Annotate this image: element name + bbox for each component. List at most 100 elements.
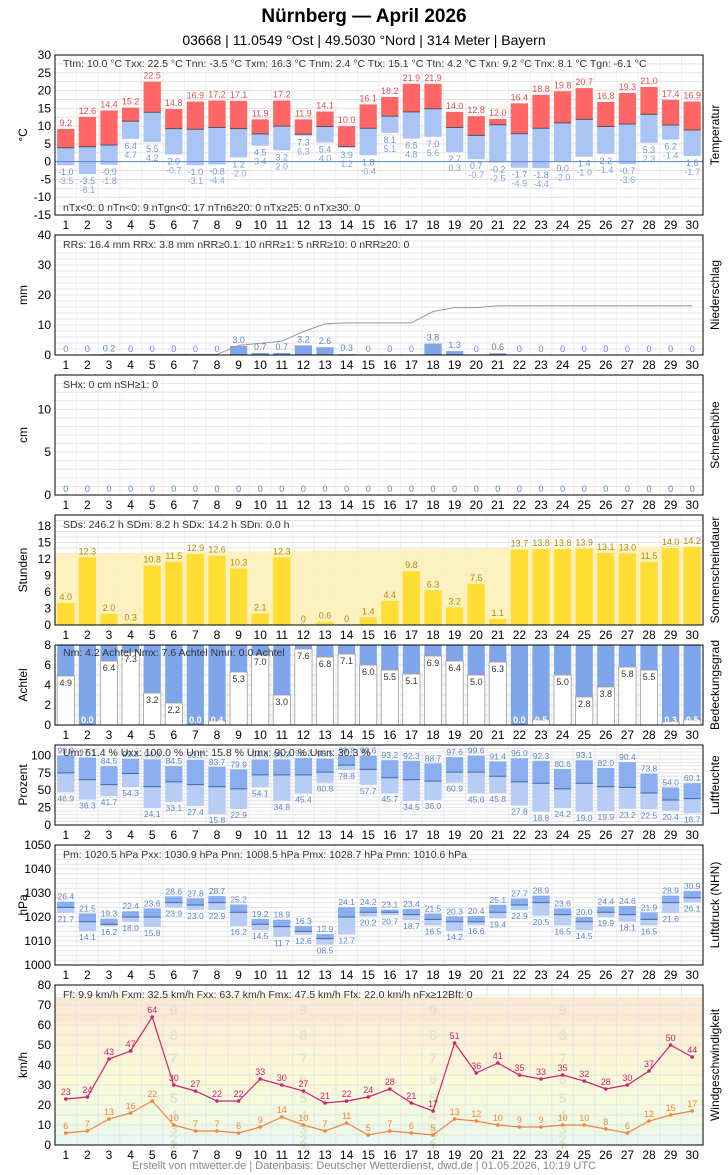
- x-tick-label: 11: [276, 358, 289, 372]
- x-tick-label: 19: [448, 728, 462, 742]
- wind-gust-point: [107, 1057, 111, 1061]
- x-tick-label: 14: [340, 498, 354, 512]
- x-tick-label: 27: [621, 1148, 635, 1162]
- cloud-bar: [316, 645, 334, 657]
- beaufort-label: 9: [559, 1002, 567, 1018]
- tmax-bar: [402, 83, 421, 112]
- wind-gust-label: 17: [428, 1099, 438, 1109]
- pressure-min-label: 26.1: [684, 903, 701, 913]
- pressure-max-label: 20.4: [468, 906, 485, 916]
- pressure-upper-bar: [143, 908, 161, 917]
- tmax-label: 16.4: [511, 92, 529, 102]
- pressure-upper-bar: [424, 913, 442, 920]
- x-tick-label: 25: [578, 628, 592, 642]
- x-tick-label: 12: [297, 628, 311, 642]
- y-tick-label: 1010: [24, 934, 51, 948]
- x-tick-label: 6: [170, 968, 177, 982]
- beaufort-label: 4: [559, 1107, 567, 1123]
- wind-mean-label: 6: [409, 1121, 414, 1131]
- x-tick-label: 6: [170, 828, 177, 842]
- cloud-label: 0.3: [664, 715, 677, 725]
- x-tick-label: 9: [235, 728, 242, 742]
- pressure-lower-bar: [121, 917, 140, 922]
- wind-mean-label: 15: [666, 1103, 676, 1113]
- x-tick-label: 30: [686, 728, 700, 742]
- wind-gust-line: [65, 1015, 693, 1112]
- humidity-upper-bar: [251, 759, 269, 775]
- x-tick-label: 18: [426, 628, 440, 642]
- precip-label: 0: [366, 344, 371, 354]
- x-tick-label: 25: [578, 728, 592, 742]
- pressure-upper-bar: [359, 906, 377, 913]
- y-tick-label: 20: [38, 84, 52, 98]
- tmin-bar: [251, 133, 269, 146]
- tmin-bar: [186, 129, 205, 166]
- tmin-label: 6.2: [664, 142, 677, 152]
- tmax-bar: [273, 100, 291, 127]
- pressure-max-label: 16.3: [295, 916, 312, 926]
- snow-label: 0: [279, 484, 284, 494]
- sunshine-label: 4.4: [384, 590, 397, 600]
- stats-line: Um: 61.4 % Uxx: 100.0 % Unn: 15.8 % Umx:…: [63, 747, 371, 759]
- wind-mean-point: [388, 1129, 392, 1133]
- pressure-max-label: 21.9: [641, 902, 658, 912]
- sunshine-label: 10.3: [230, 557, 248, 567]
- cloud-label: 0.0: [513, 715, 526, 725]
- x-tick-label: 7: [192, 498, 199, 512]
- wind-gust-label: 28: [385, 1077, 395, 1087]
- pressure-max-label: 25.2: [230, 895, 247, 905]
- humidity-lower-bar: [251, 774, 269, 788]
- tgn-label: -1.8: [101, 176, 117, 186]
- panel-title: Sonnenscheindauer: [708, 517, 722, 624]
- precip-label: 3.0: [232, 335, 245, 345]
- y-tick-label: 6: [44, 658, 51, 672]
- y-tick-label: 50: [38, 783, 52, 797]
- x-tick-label: 1: [62, 628, 69, 642]
- humidity-lower-bar: [661, 799, 680, 811]
- wind-gust-label: 35: [514, 1063, 524, 1073]
- snow-label: 0: [322, 484, 327, 494]
- panel-title: Schneehöhe: [708, 401, 722, 469]
- x-tick-label: 19: [448, 218, 462, 232]
- pressure-lower-bar: [683, 897, 701, 903]
- pressure-max-label: 21.5: [425, 903, 442, 913]
- panel-humidity: 99.9 46.9 97.1 36.3 84.5 41.7 95.2 54.3 94.3 24.1…: [16, 744, 722, 842]
- x-tick-label: 1: [62, 828, 69, 842]
- humidity-max-label: 97.1: [79, 747, 96, 757]
- sunshine-label: 12.9: [187, 543, 205, 553]
- tmax-bar: [251, 119, 269, 134]
- tgn-label: -3.1: [188, 176, 204, 186]
- humidity-lower-bar: [510, 781, 529, 806]
- pressure-lower-bar: [575, 921, 593, 931]
- x-tick-label: 6: [170, 1148, 177, 1162]
- x-tick-label: 18: [426, 218, 440, 232]
- wind-mean-label: 13: [450, 1107, 460, 1117]
- pressure-min-label: 16.6: [468, 926, 485, 936]
- y-tick-label: 10: [38, 119, 52, 133]
- wind-mean-point: [582, 1123, 586, 1127]
- y-tick-label: 40: [38, 1058, 52, 1072]
- wind-mean-point: [539, 1125, 543, 1129]
- x-tick-label: 28: [642, 358, 656, 372]
- precip-label: 0.7: [276, 342, 289, 352]
- x-tick-label: 6: [170, 728, 177, 742]
- tgn-label: -1.7: [684, 167, 700, 177]
- humidity-upper-bar: [100, 766, 118, 785]
- humidity-upper-bar: [294, 758, 313, 775]
- tgn-label: -6.1: [80, 185, 96, 195]
- x-tick-label: 3: [106, 628, 113, 642]
- wind-mean-point: [215, 1129, 219, 1133]
- x-tick-label: 7: [192, 828, 199, 842]
- x-tick-label: 3: [106, 728, 113, 742]
- panel-title: Windgeschwindigkeit: [708, 1008, 722, 1121]
- x-tick-label: 5: [149, 498, 156, 512]
- tmin-label: 7.3: [297, 138, 310, 148]
- pressure-upper-bar: [165, 896, 183, 903]
- panel-title: Temperatur: [708, 105, 722, 166]
- tmax-bar: [186, 101, 205, 130]
- precip-label: 0: [538, 344, 543, 354]
- snow-label: 0: [560, 484, 565, 494]
- snow-label: 0: [646, 484, 651, 494]
- panel-title: Niederschlag: [708, 260, 722, 330]
- humidity-min-label: 19.9: [598, 812, 615, 822]
